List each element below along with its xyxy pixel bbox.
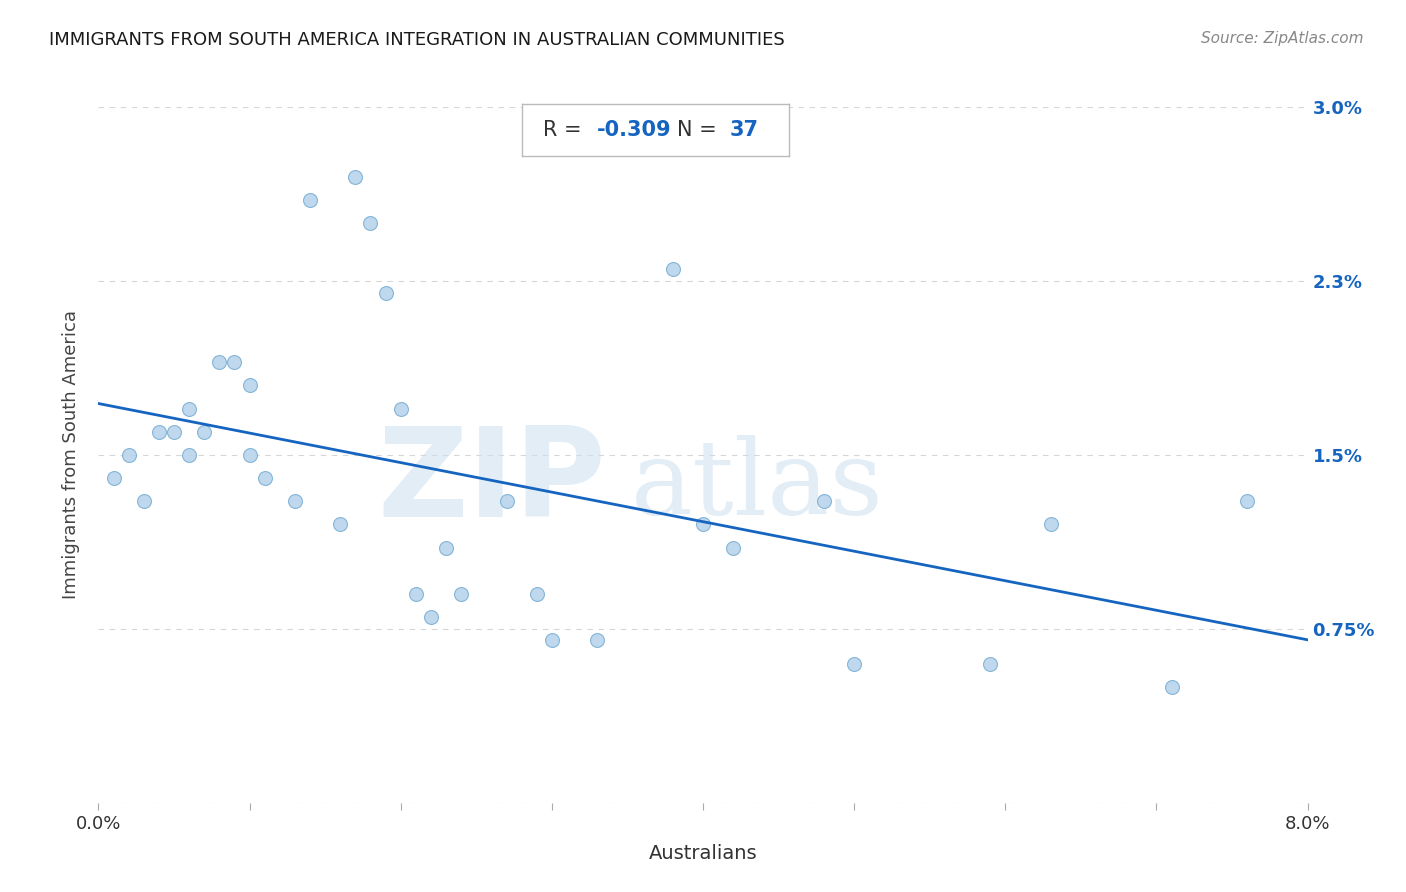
Point bbox=[692, 517, 714, 532]
Text: atlas: atlas bbox=[630, 435, 883, 537]
Point bbox=[420, 610, 443, 624]
Point bbox=[450, 587, 472, 601]
Text: 37: 37 bbox=[730, 120, 759, 140]
Point bbox=[208, 355, 231, 369]
Point bbox=[284, 494, 307, 508]
Text: Source: ZipAtlas.com: Source: ZipAtlas.com bbox=[1201, 31, 1364, 46]
Point bbox=[179, 448, 201, 462]
Point bbox=[1236, 494, 1258, 508]
Point bbox=[148, 425, 170, 439]
Point bbox=[844, 657, 866, 671]
Text: -0.309: -0.309 bbox=[596, 120, 671, 140]
Point bbox=[299, 193, 322, 207]
Point bbox=[132, 494, 155, 508]
Point bbox=[163, 425, 186, 439]
Point bbox=[103, 471, 125, 485]
Point bbox=[193, 425, 215, 439]
Point bbox=[239, 448, 262, 462]
Text: R =: R = bbox=[543, 120, 588, 140]
Point bbox=[344, 169, 367, 184]
Point bbox=[1039, 517, 1062, 532]
Text: IMMIGRANTS FROM SOUTH AMERICA INTEGRATION IN AUSTRALIAN COMMUNITIES: IMMIGRANTS FROM SOUTH AMERICA INTEGRATIO… bbox=[49, 31, 785, 49]
Point bbox=[979, 657, 1001, 671]
Point bbox=[723, 541, 745, 555]
X-axis label: Australians: Australians bbox=[648, 844, 758, 863]
Point bbox=[661, 262, 683, 277]
Point bbox=[329, 517, 352, 532]
Point bbox=[1160, 680, 1182, 694]
Point bbox=[434, 541, 457, 555]
Point bbox=[374, 285, 396, 300]
Point bbox=[813, 494, 835, 508]
Point bbox=[586, 633, 609, 648]
Point bbox=[405, 587, 427, 601]
Point bbox=[253, 471, 276, 485]
Point bbox=[389, 401, 412, 416]
Point bbox=[540, 633, 562, 648]
Point bbox=[360, 216, 382, 230]
Y-axis label: Immigrants from South America: Immigrants from South America bbox=[62, 310, 80, 599]
Text: N =: N = bbox=[676, 120, 723, 140]
Point bbox=[224, 355, 246, 369]
Point bbox=[495, 494, 517, 508]
Point bbox=[239, 378, 262, 392]
Text: ZIP: ZIP bbox=[378, 422, 606, 543]
Point bbox=[179, 401, 201, 416]
Point bbox=[118, 448, 141, 462]
Point bbox=[526, 587, 548, 601]
